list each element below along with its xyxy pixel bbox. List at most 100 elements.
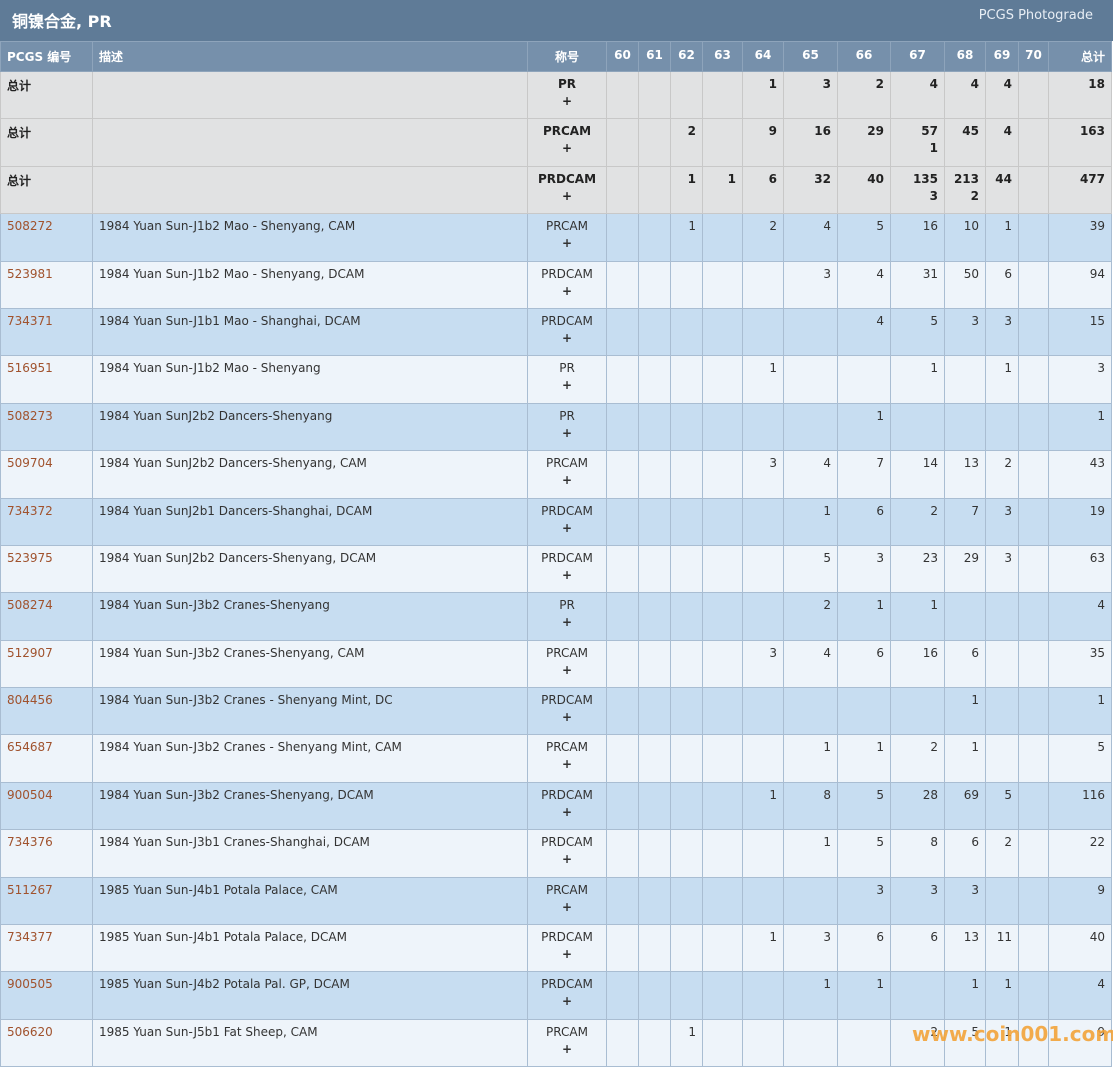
designation-cell: PRDCAM +: [527, 781, 607, 831]
expand-button[interactable]: +: [561, 994, 573, 1009]
grade-cell: [742, 544, 784, 594]
grade-cell: [985, 639, 1019, 689]
grade-count: 5: [1004, 787, 1012, 802]
expand-button[interactable]: +: [561, 947, 573, 962]
designation: PR: [559, 408, 575, 423]
coin-id-link[interactable]: 734377: [7, 930, 53, 945]
coin-id-link[interactable]: 511267: [7, 882, 53, 897]
description-cell: 1985 Yuan Sun-J4b2 Potala Pal. GP, DCAM: [92, 971, 528, 1020]
grade-cell: 1: [837, 971, 891, 1020]
table-row: 734371 1984 Yuan Sun-J1b1 Mao - Shanghai,…: [0, 307, 1112, 357]
description: 1984 Yuan Sun-J3b1 Cranes-Shanghai, DCAM: [99, 835, 370, 850]
grade-count: 1: [1004, 361, 1012, 376]
total-count: 35: [1089, 645, 1105, 660]
expand-button[interactable]: +: [561, 473, 573, 488]
expand-button[interactable]: +: [561, 757, 573, 772]
description-cell: 1984 Yuan Sun-J1b2 Mao - Shenyang, DCAM: [92, 260, 528, 309]
grade-cell: 2: [890, 1018, 945, 1067]
grade-count: 213: [953, 171, 979, 186]
total-cell: 19: [1048, 497, 1112, 546]
grade-count: 1: [930, 598, 938, 613]
coin-id-link[interactable]: 654687: [7, 740, 53, 755]
grade-count: 6: [971, 835, 979, 850]
total-cell: 63: [1048, 544, 1112, 594]
grade-count: 1: [769, 361, 777, 376]
grade-count: 1: [930, 361, 938, 376]
total-count: 477: [1079, 171, 1105, 186]
watermark: www.coin001.com: [912, 1022, 1113, 1046]
grade-cell: [742, 687, 784, 736]
grade-cell: 1: [742, 355, 784, 404]
coin-id-link[interactable]: 508273: [7, 408, 53, 423]
expand-button[interactable]: +: [561, 567, 573, 582]
grade-cell: 45: [944, 118, 986, 167]
coin-id-cell: 654687: [0, 734, 93, 783]
total-cell: 4: [1048, 592, 1112, 641]
coin-id-link[interactable]: 506620: [7, 1024, 53, 1039]
table-row: 508272 1984 Yuan Sun-J1b2 Mao - Shenyang,…: [0, 213, 1112, 262]
designation: PRCAM: [546, 882, 588, 897]
expand-button[interactable]: +: [561, 283, 573, 298]
coin-id-link[interactable]: 523975: [7, 550, 53, 565]
coin-id-link[interactable]: 523981: [7, 266, 53, 281]
description-cell: 1984 Yuan Sun-J1b2 Mao - Shenyang, CAM: [92, 213, 528, 262]
expand-button[interactable]: +: [561, 852, 573, 867]
grade-count: 1: [971, 740, 979, 755]
expand-button[interactable]: +: [561, 520, 573, 535]
expand-button[interactable]: +: [561, 378, 573, 393]
coin-id-cell: 734372: [0, 497, 93, 546]
coin-id-link[interactable]: 508272: [7, 219, 53, 234]
expand-button[interactable]: +: [561, 425, 573, 440]
grade-count: 3: [769, 645, 777, 660]
coin-id-link[interactable]: 512907: [7, 645, 53, 660]
total-label: 总计: [7, 79, 32, 93]
expand-button[interactable]: +: [561, 662, 573, 677]
grade-count: 1: [823, 977, 831, 992]
expand-button[interactable]: +: [561, 94, 573, 108]
expand-button[interactable]: +: [561, 188, 573, 203]
grade-cell: 1: [783, 829, 838, 878]
coin-id-link[interactable]: 734376: [7, 835, 53, 850]
coin-id-link[interactable]: 508274: [7, 598, 53, 613]
coin-id-link[interactable]: 734372: [7, 503, 53, 518]
description-cell: [92, 165, 528, 215]
description-cell: 1984 Yuan Sun-J1b1 Mao - Shanghai, DCAM: [92, 307, 528, 357]
designation-cell: PR +: [527, 402, 607, 452]
coin-id-link[interactable]: 900505: [7, 977, 53, 992]
coin-id-cell: 总计: [0, 70, 93, 120]
grade-cell: [638, 70, 671, 120]
total-count: 116: [1082, 787, 1105, 802]
expand-button[interactable]: +: [561, 615, 573, 630]
grade-cell: [783, 355, 838, 404]
designation-cell: PRDCAM +: [527, 260, 607, 309]
column-header: 70: [1018, 41, 1049, 72]
coin-id-link[interactable]: 804456: [7, 693, 53, 708]
expand-button[interactable]: +: [561, 236, 573, 251]
expand-button[interactable]: +: [561, 899, 573, 914]
grade-cell: [702, 592, 743, 641]
table-row: 804456 1984 Yuan Sun-J3b2 Cranes - Shenya…: [0, 687, 1112, 736]
grade-count: 2: [875, 77, 884, 91]
total-cell: 477: [1048, 165, 1112, 215]
total-count: 63: [1089, 550, 1105, 565]
designation-cell: PRDCAM +: [527, 544, 607, 594]
expand-button[interactable]: +: [561, 141, 573, 156]
photograde-link[interactable]: PCGS Photograde: [978, 8, 1093, 23]
coin-id-cell: 512907: [0, 639, 93, 689]
expand-button[interactable]: +: [561, 1041, 573, 1056]
grade-cell: [606, 687, 639, 736]
grade-count: 1: [688, 1024, 696, 1039]
coin-id-link[interactable]: 900504: [7, 787, 53, 802]
coin-id-link[interactable]: 509704: [7, 456, 53, 471]
grade-cell: [702, 118, 743, 167]
grade-cell: 4: [985, 70, 1019, 120]
total-cell: 9: [1048, 1018, 1112, 1067]
coin-id-link[interactable]: 734371: [7, 313, 53, 328]
coin-id-cell: 508274: [0, 592, 93, 641]
expand-button[interactable]: +: [561, 710, 573, 725]
coin-id-link[interactable]: 516951: [7, 361, 53, 376]
grade-cell: [742, 592, 784, 641]
expand-button[interactable]: +: [561, 804, 573, 819]
column-header: 68: [944, 41, 986, 72]
expand-button[interactable]: +: [561, 330, 573, 345]
